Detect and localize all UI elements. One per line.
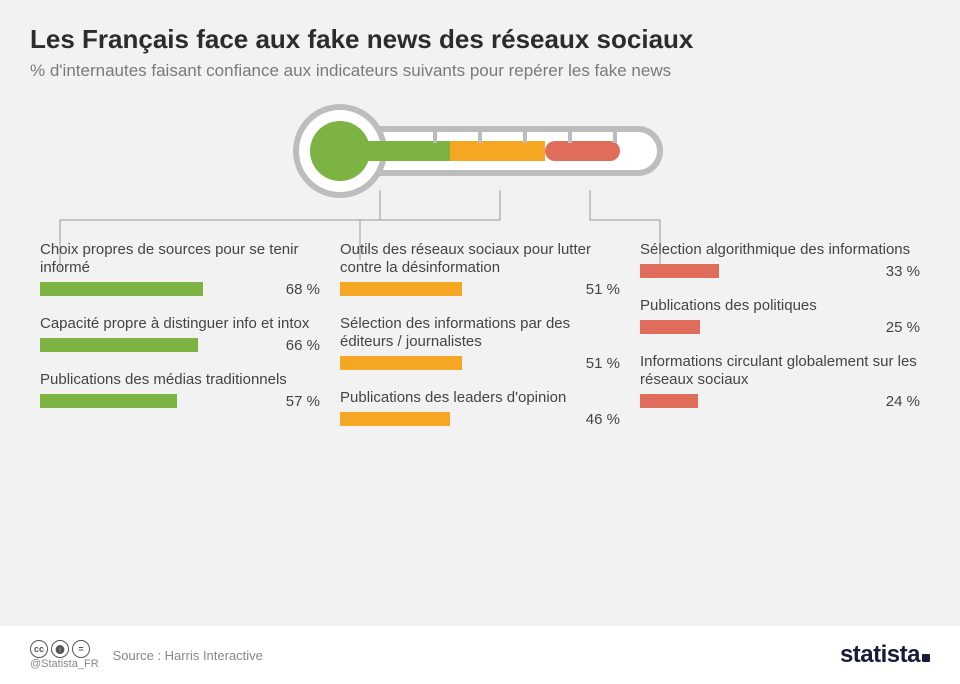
bar-fill [340,282,462,296]
footer: cc 🅘 = @Statista_FR Source : Harris Inte… [0,626,960,684]
bar-fill [340,412,450,426]
bar-label: Capacité propre à distinguer info et int… [40,315,320,333]
bar-label: Publications des leaders d'opinion [340,389,620,407]
cc-nd-icon: = [72,640,90,658]
bar-value: 66 % [286,337,320,354]
bar-item: Publications des politiques 25 % [640,297,920,335]
bar-fill [40,338,198,352]
bar-value: 51 % [586,281,620,298]
bar-item: Capacité propre à distinguer info et int… [40,315,320,353]
cc-license-icons: cc 🅘 = [30,640,99,658]
bar-value: 46 % [586,411,620,428]
bar-item: Publications des leaders d'opinion 46 % [340,389,620,427]
bar-label: Informations circulant globalement sur l… [640,353,920,389]
bar-label: Choix propres de sources pour se tenir i… [40,241,320,277]
cc-icon: cc [30,640,48,658]
bar-fill [640,394,698,408]
bar-value: 24 % [886,393,920,410]
bar-value: 57 % [286,393,320,410]
source-label: Source : Harris Interactive [113,648,263,663]
bar-value: 68 % [286,281,320,298]
bar-columns: Choix propres de sources pour se tenir i… [30,241,930,445]
bar-fill [640,264,719,278]
bar-label: Outils des réseaux sociaux pour lutter c… [340,241,620,277]
thermometer [30,101,930,201]
bar-group-0: Choix propres de sources pour se tenir i… [40,241,320,445]
bar-label: Publications des politiques [640,297,920,315]
bar-label: Publications des médias traditionnels [40,371,320,389]
bar-fill [40,282,203,296]
chart-title: Les Français face aux fake news des rése… [30,24,930,55]
bar-item: Publications des médias traditionnels 57 … [40,371,320,409]
bar-fill [40,394,177,408]
thermometer-svg [280,101,680,201]
bar-item: Outils des réseaux sociaux pour lutter c… [340,241,620,297]
bar-value: 51 % [586,355,620,372]
bar-fill [640,320,700,334]
bar-item: Informations circulant globalement sur l… [640,353,920,409]
bar-item: Sélection des informations par des édite… [340,315,620,371]
cc-by-icon: 🅘 [51,640,69,658]
bar-item: Sélection algorithmique des informations… [640,241,920,279]
bar-label: Sélection des informations par des édite… [340,315,620,351]
bar-item: Choix propres de sources pour se tenir i… [40,241,320,297]
bar-fill [340,356,462,370]
bar-value: 33 % [886,263,920,280]
statista-logo: statista [840,641,930,669]
bar-value: 25 % [886,319,920,336]
twitter-handle: @Statista_FR [30,658,99,670]
bar-label: Sélection algorithmique des informations [640,241,920,259]
bar-group-1: Outils des réseaux sociaux pour lutter c… [340,241,620,445]
bar-group-2: Sélection algorithmique des informations… [640,241,920,445]
chart-subtitle: % d'internautes faisant confiance aux in… [30,61,930,81]
